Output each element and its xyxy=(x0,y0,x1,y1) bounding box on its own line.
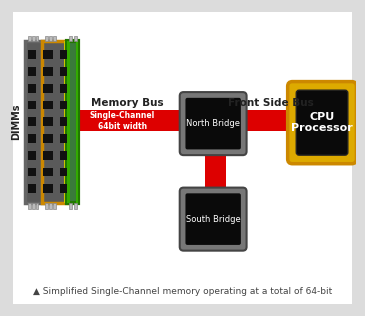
Bar xyxy=(28,84,35,93)
Bar xyxy=(60,117,68,126)
Bar xyxy=(32,203,35,209)
FancyBboxPatch shape xyxy=(180,92,247,155)
Bar xyxy=(25,40,54,203)
Bar xyxy=(43,151,50,160)
Bar xyxy=(46,100,53,109)
Bar xyxy=(28,36,31,41)
FancyBboxPatch shape xyxy=(185,98,241,149)
Bar xyxy=(69,203,72,209)
Bar xyxy=(74,36,77,41)
Text: Front Side Bus: Front Side Bus xyxy=(228,98,313,108)
Bar xyxy=(43,168,50,176)
Bar xyxy=(60,100,68,109)
Bar xyxy=(43,84,50,93)
Text: Memory Bus: Memory Bus xyxy=(91,98,164,108)
Bar xyxy=(46,84,53,93)
Bar xyxy=(60,67,68,76)
Bar xyxy=(53,203,55,209)
Bar xyxy=(28,100,35,109)
Bar xyxy=(28,117,35,126)
Bar xyxy=(28,168,35,176)
Text: ▲ Simplified Single-Channel memory operating at a total of 64-bit: ▲ Simplified Single-Channel memory opera… xyxy=(33,287,332,296)
Bar xyxy=(60,151,68,160)
Bar xyxy=(28,50,35,59)
Bar xyxy=(74,203,77,209)
Bar xyxy=(204,151,226,193)
Text: CPU
Processor: CPU Processor xyxy=(291,112,353,133)
Bar xyxy=(43,67,50,76)
Text: South Bridge: South Bridge xyxy=(186,215,241,224)
FancyBboxPatch shape xyxy=(288,82,357,164)
Bar xyxy=(46,117,53,126)
Bar xyxy=(64,40,69,203)
Bar xyxy=(45,36,48,41)
Bar xyxy=(46,185,53,193)
Bar xyxy=(46,168,53,176)
Bar xyxy=(60,84,68,93)
Bar xyxy=(28,203,31,209)
FancyBboxPatch shape xyxy=(185,193,241,245)
Bar xyxy=(43,185,50,193)
Bar xyxy=(46,67,53,76)
Bar xyxy=(46,151,53,160)
Text: North Bridge: North Bridge xyxy=(186,119,240,128)
Bar xyxy=(46,50,53,59)
Text: DIMMs: DIMMs xyxy=(11,103,22,140)
Bar xyxy=(76,40,78,203)
Bar xyxy=(45,203,48,209)
Bar xyxy=(60,185,68,193)
Bar xyxy=(43,134,50,143)
Bar xyxy=(243,110,299,131)
Bar xyxy=(32,36,35,41)
Bar xyxy=(43,100,50,109)
Bar xyxy=(60,50,68,59)
Bar xyxy=(49,203,52,209)
Bar xyxy=(28,185,35,193)
Bar xyxy=(69,36,72,41)
Bar xyxy=(46,134,53,143)
Bar xyxy=(35,36,38,41)
Bar xyxy=(28,151,35,160)
Bar xyxy=(67,40,78,203)
Bar xyxy=(28,67,35,76)
Text: Single-Channel
64bit width: Single-Channel 64bit width xyxy=(90,111,155,131)
Bar xyxy=(60,134,68,143)
Bar xyxy=(28,134,35,143)
Bar xyxy=(43,50,50,59)
FancyBboxPatch shape xyxy=(296,90,348,155)
Bar xyxy=(35,203,38,209)
Bar xyxy=(78,110,187,131)
Bar xyxy=(60,168,68,176)
Bar xyxy=(67,40,70,203)
Bar xyxy=(42,40,71,203)
Bar xyxy=(53,36,55,41)
Bar xyxy=(43,117,50,126)
FancyBboxPatch shape xyxy=(180,188,247,251)
Bar xyxy=(49,36,52,41)
